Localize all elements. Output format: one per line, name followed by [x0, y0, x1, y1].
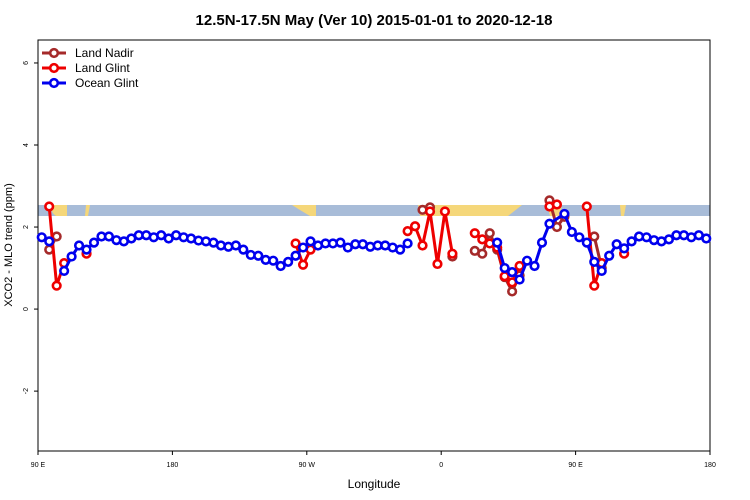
point — [253, 250, 264, 261]
point — [290, 250, 301, 261]
legend-marker — [48, 47, 60, 59]
point — [529, 260, 540, 272]
point — [59, 265, 70, 277]
point — [439, 206, 451, 217]
plot-frame — [37, 39, 711, 452]
point — [536, 237, 548, 248]
point — [581, 201, 592, 212]
point — [275, 260, 286, 272]
y-tick-label: 6 — [23, 61, 30, 65]
x-tick-label: 90 W — [299, 462, 316, 469]
x-tick-label: 90 E — [31, 462, 46, 469]
point — [51, 231, 62, 242]
y-tick-label: 0 — [23, 307, 30, 311]
x-tick-label: 90 E — [568, 462, 583, 469]
point — [499, 262, 510, 274]
point — [402, 226, 413, 237]
legend-label: Land Nadir — [75, 46, 134, 60]
point — [663, 234, 675, 245]
point — [424, 206, 436, 217]
point — [290, 238, 301, 249]
point — [626, 236, 637, 247]
point — [73, 240, 85, 251]
point — [514, 260, 525, 272]
point — [297, 242, 309, 253]
point — [103, 231, 115, 242]
point — [514, 274, 525, 285]
point — [402, 238, 413, 249]
point — [66, 251, 77, 262]
point — [589, 231, 600, 242]
point — [305, 236, 316, 247]
y-axis-label: XCO2 - MLO trend (ppm) — [3, 183, 15, 306]
point — [589, 256, 600, 268]
point — [283, 256, 294, 268]
point — [81, 244, 92, 255]
point — [447, 248, 458, 259]
point — [551, 199, 563, 210]
point — [507, 267, 518, 278]
point — [507, 286, 518, 297]
point — [477, 234, 488, 245]
x-tick-label: 180 — [167, 462, 179, 469]
point — [544, 218, 555, 229]
point — [44, 201, 55, 212]
point — [701, 233, 712, 244]
point — [230, 240, 241, 251]
point — [611, 239, 622, 250]
x-tick-label: 180 — [704, 462, 716, 469]
point — [238, 244, 249, 255]
x-axis-label: Longitude — [348, 477, 401, 491]
y-tick-label: 2 — [23, 225, 30, 229]
land-ocean-strip — [38, 205, 710, 216]
point — [335, 237, 346, 248]
point — [417, 240, 428, 251]
point — [432, 258, 443, 270]
point — [596, 265, 607, 277]
point — [36, 232, 47, 243]
point — [51, 280, 62, 291]
legend-label: Ocean Glint — [75, 76, 139, 90]
legend-marker — [48, 62, 60, 74]
point — [559, 208, 570, 220]
legend-marker — [48, 77, 60, 89]
point — [581, 237, 592, 248]
point — [619, 243, 630, 254]
x-tick-label: 0 — [439, 462, 443, 469]
chart-title: 12.5N-17.5N May (Ver 10) 2015-01-01 to 2… — [196, 12, 553, 29]
y-tick-label: 4 — [23, 143, 30, 147]
point — [88, 237, 100, 248]
point — [492, 237, 503, 248]
point — [589, 280, 600, 291]
point — [409, 221, 421, 232]
point — [604, 250, 615, 261]
point — [469, 228, 480, 239]
point — [44, 236, 55, 247]
point — [477, 248, 488, 259]
point — [521, 255, 533, 266]
point — [566, 226, 577, 238]
point — [268, 255, 279, 266]
y-tick-label: -2 — [23, 388, 30, 394]
point — [297, 259, 309, 270]
point — [395, 244, 406, 255]
point — [484, 228, 495, 239]
legend-label: Land Glint — [75, 61, 130, 75]
point — [574, 232, 585, 243]
